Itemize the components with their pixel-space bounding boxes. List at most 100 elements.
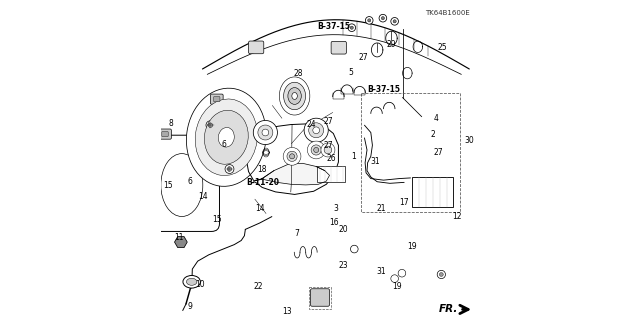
Circle shape xyxy=(308,123,324,138)
Text: 6: 6 xyxy=(221,140,227,149)
Text: 14: 14 xyxy=(255,204,265,213)
Circle shape xyxy=(227,167,232,171)
Circle shape xyxy=(367,19,371,22)
Text: 6: 6 xyxy=(188,177,192,186)
Circle shape xyxy=(398,269,406,277)
Text: 18: 18 xyxy=(257,165,267,174)
FancyBboxPatch shape xyxy=(144,135,220,232)
Circle shape xyxy=(351,245,358,253)
Ellipse shape xyxy=(292,93,298,100)
Ellipse shape xyxy=(288,88,301,104)
FancyBboxPatch shape xyxy=(331,41,346,54)
Text: 14: 14 xyxy=(198,192,207,202)
Text: 15: 15 xyxy=(212,215,221,224)
Bar xyxy=(309,286,331,309)
Ellipse shape xyxy=(195,99,257,175)
Text: 31: 31 xyxy=(376,267,386,276)
Text: 29: 29 xyxy=(387,40,396,49)
Text: 20: 20 xyxy=(339,225,348,234)
Circle shape xyxy=(391,18,399,25)
Text: 4: 4 xyxy=(434,114,438,123)
Ellipse shape xyxy=(218,128,234,147)
Text: 27: 27 xyxy=(323,141,333,150)
FancyBboxPatch shape xyxy=(248,41,264,54)
Text: B-11-20: B-11-20 xyxy=(246,178,279,187)
Bar xyxy=(317,166,346,182)
Text: 2: 2 xyxy=(431,130,435,139)
Ellipse shape xyxy=(183,276,200,288)
Circle shape xyxy=(324,146,332,154)
Text: 30: 30 xyxy=(465,136,474,145)
Ellipse shape xyxy=(186,278,197,285)
Text: 28: 28 xyxy=(294,69,303,78)
Circle shape xyxy=(283,147,301,165)
FancyBboxPatch shape xyxy=(214,97,220,102)
Text: 22: 22 xyxy=(254,282,264,291)
FancyBboxPatch shape xyxy=(159,129,172,139)
Text: 13: 13 xyxy=(282,307,292,315)
Circle shape xyxy=(287,151,297,161)
Polygon shape xyxy=(254,163,330,185)
Circle shape xyxy=(440,272,444,276)
Text: TK64B1600E: TK64B1600E xyxy=(425,10,470,16)
Ellipse shape xyxy=(279,77,310,115)
Text: 16: 16 xyxy=(329,218,339,227)
Ellipse shape xyxy=(186,88,266,186)
Text: 17: 17 xyxy=(399,198,408,207)
Text: 8: 8 xyxy=(168,119,173,129)
Text: 19: 19 xyxy=(406,242,417,251)
Text: 31: 31 xyxy=(371,157,380,166)
Circle shape xyxy=(258,125,273,140)
Circle shape xyxy=(348,24,356,32)
Circle shape xyxy=(321,143,335,157)
Polygon shape xyxy=(246,124,339,195)
Circle shape xyxy=(365,17,373,24)
Circle shape xyxy=(307,141,325,159)
Text: B-37-15: B-37-15 xyxy=(317,22,350,31)
Circle shape xyxy=(289,154,294,159)
Circle shape xyxy=(314,147,319,152)
Text: 25: 25 xyxy=(438,43,447,52)
Circle shape xyxy=(350,26,353,29)
FancyBboxPatch shape xyxy=(211,94,223,104)
Circle shape xyxy=(313,127,319,134)
Circle shape xyxy=(253,121,278,145)
Text: 23: 23 xyxy=(339,261,348,271)
Circle shape xyxy=(262,129,269,136)
Text: 19: 19 xyxy=(392,282,402,291)
Ellipse shape xyxy=(284,82,305,110)
Circle shape xyxy=(304,118,328,142)
Text: 10: 10 xyxy=(195,279,205,288)
Text: 11: 11 xyxy=(175,233,184,242)
Text: 27: 27 xyxy=(358,53,368,62)
Circle shape xyxy=(379,14,387,22)
Text: 9: 9 xyxy=(188,302,192,311)
Text: FR.: FR. xyxy=(439,304,458,315)
Circle shape xyxy=(381,17,385,20)
Ellipse shape xyxy=(204,110,248,164)
Circle shape xyxy=(437,270,445,278)
Text: 5: 5 xyxy=(349,68,353,77)
Text: 12: 12 xyxy=(452,211,461,220)
Text: 21: 21 xyxy=(376,204,386,213)
Circle shape xyxy=(206,121,215,130)
Circle shape xyxy=(225,165,234,174)
Bar xyxy=(412,177,453,207)
Bar xyxy=(362,93,460,212)
Text: 24: 24 xyxy=(307,120,316,129)
Circle shape xyxy=(311,145,321,155)
Text: B-37-15: B-37-15 xyxy=(367,85,400,94)
Circle shape xyxy=(391,275,399,282)
Text: 27: 27 xyxy=(323,117,333,126)
Text: 15: 15 xyxy=(163,181,172,190)
Text: 1: 1 xyxy=(351,152,356,161)
Text: 3: 3 xyxy=(333,204,339,213)
Text: 26: 26 xyxy=(326,154,336,163)
Text: 27: 27 xyxy=(434,148,444,157)
Circle shape xyxy=(208,123,212,127)
Ellipse shape xyxy=(161,154,203,217)
Text: 7: 7 xyxy=(294,229,300,238)
FancyBboxPatch shape xyxy=(310,289,330,306)
Circle shape xyxy=(393,20,396,23)
FancyBboxPatch shape xyxy=(162,131,168,137)
